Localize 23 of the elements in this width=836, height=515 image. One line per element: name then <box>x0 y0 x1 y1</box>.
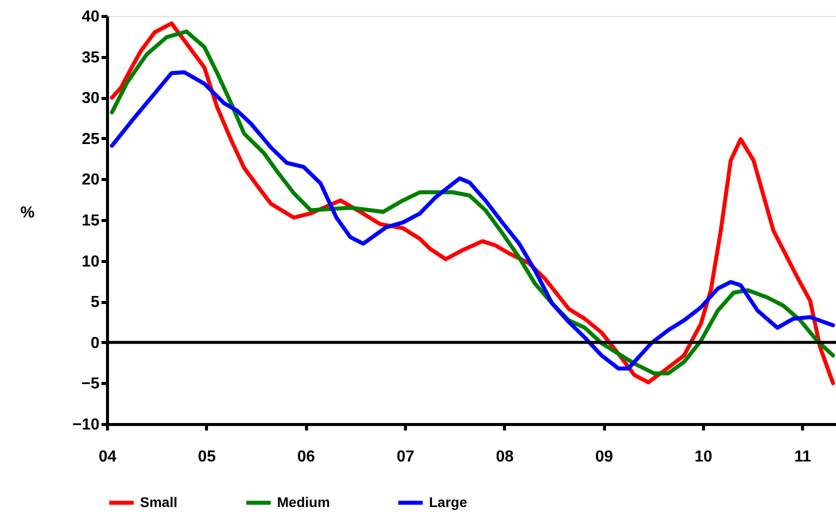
y-tick-label: −5 <box>81 376 100 393</box>
x-tick-label: 11 <box>794 448 812 466</box>
y-tick-label: 0 <box>90 334 100 352</box>
x-tick-label: 08 <box>496 448 514 466</box>
legend-label: Small <box>140 494 178 510</box>
y-tick-label: 20 <box>82 172 100 189</box>
y-tick-label: 25 <box>82 130 100 148</box>
x-tick-label: 09 <box>595 448 614 466</box>
x-tick-label: 06 <box>297 448 316 466</box>
x-tick-label: 05 <box>198 448 216 466</box>
y-tick-label: 35 <box>82 49 100 66</box>
y-tick-label: 5 <box>90 294 100 312</box>
y-tick-label: 30 <box>82 90 100 108</box>
y-tick-label: −10 <box>72 416 100 434</box>
y-axis-title: % <box>20 204 35 222</box>
x-tick-label: 07 <box>396 448 414 466</box>
y-tick-label: 10 <box>82 253 100 270</box>
legend-label: Medium <box>277 494 330 510</box>
x-tick-label: 10 <box>694 448 712 466</box>
x-tick-label: 04 <box>98 448 116 466</box>
y-tick-label: 40 <box>82 8 100 26</box>
legend-label: Large <box>429 494 468 510</box>
y-tick-label: 15 <box>82 212 100 230</box>
